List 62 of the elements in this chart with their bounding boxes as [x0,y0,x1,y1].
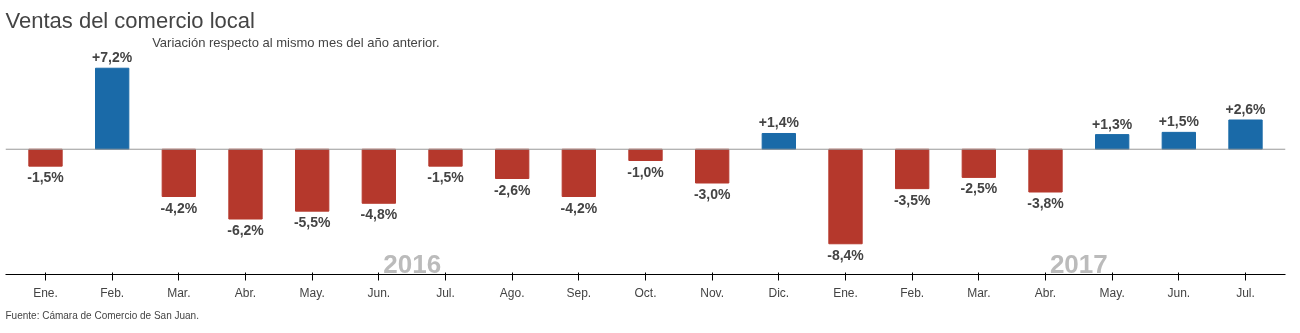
data-label: -2,6% [493,181,531,198]
bar [1161,131,1196,150]
x-tick-label: Oct. [634,285,657,300]
data-label: -6,2% [227,222,265,239]
data-label: -5,5% [293,214,331,231]
x-tick-label: Jun. [367,285,391,300]
x-tick-label: Sep. [566,285,592,300]
x-tick-label: Jul. [1236,285,1255,300]
bar [961,148,996,178]
data-label: +1,5% [1158,113,1200,130]
x-tick-label: Abr. [234,285,257,300]
text: 2016 [383,248,442,279]
data-label: -1,5% [427,169,465,186]
bar [828,148,863,245]
bar [95,67,130,150]
chart-subtitle: Variación respecto al mismo mes del año anterior. [152,34,440,50]
source-note: Fuente: Cámara de Comercio de San Juan. [5,309,199,321]
bar [295,148,330,212]
data-label: -4,2% [560,199,598,216]
bar [228,148,263,220]
x-tick-label: Ene. [833,285,858,300]
data-label: +7,2% [92,49,133,66]
x-tick-label: Ago. [499,285,525,300]
x-tick-label: Mar. [167,285,191,300]
bar [561,148,596,198]
data-label: -3,0% [693,186,731,203]
x-tick-label: Jul. [436,285,455,300]
x-tick-label: May. [1099,285,1125,300]
bar [1228,119,1263,150]
bar [361,148,396,204]
data-label: -2,5% [960,180,998,197]
x-tick-label: Jun. [1167,285,1191,300]
chart-title: Ventas del comercio local [5,7,255,33]
bar [428,148,463,167]
x-tick-label: May. [299,285,325,300]
data-label: -4,8% [360,206,398,223]
x-tick-label: Ene. [33,285,58,300]
bar [28,148,63,167]
data-label: +1,4% [758,114,800,131]
bar [628,148,663,161]
text: 2017 [1049,248,1108,279]
data-label: +1,3% [1092,115,1133,132]
bar [761,132,796,150]
data-label: -4,2% [160,199,198,216]
x-tick-label: Nov. [700,285,725,300]
data-label: -1,5% [27,169,65,186]
bar [695,148,730,184]
data-label: -3,8% [1027,195,1065,212]
x-tick-label: Feb. [900,285,925,300]
x-tick-label: Mar. [967,285,991,300]
bar [161,148,196,198]
x-tick-label: Abr. [1034,285,1057,300]
bar [895,148,930,190]
data-label: +2,6% [1225,100,1267,117]
bar [495,148,530,180]
data-label: -8,4% [827,246,865,263]
x-tick-label: Dic. [768,285,790,300]
bar [1028,148,1063,193]
x-tick-label: Feb. [100,285,125,300]
data-label: -1,0% [627,163,665,180]
data-label: -3,5% [893,191,931,208]
bar [1095,134,1130,150]
